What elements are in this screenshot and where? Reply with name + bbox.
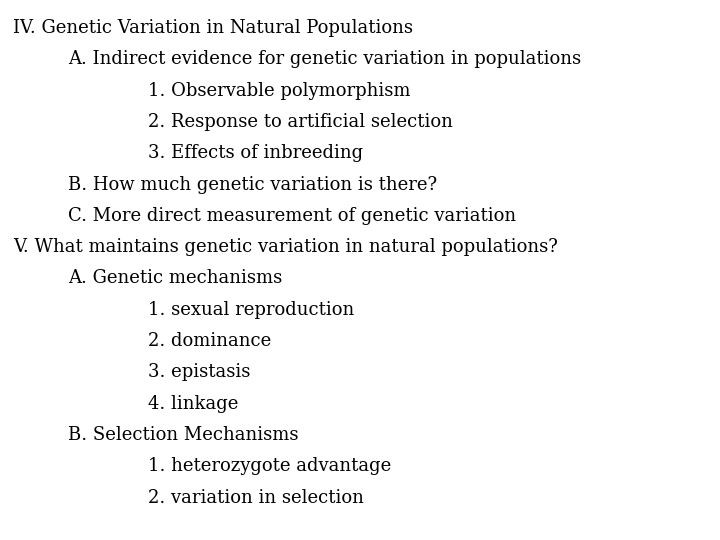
Text: A. Genetic mechanisms: A. Genetic mechanisms: [68, 269, 283, 287]
Text: IV. Genetic Variation in Natural Populations: IV. Genetic Variation in Natural Populat…: [13, 19, 413, 37]
Text: V. What maintains genetic variation in natural populations?: V. What maintains genetic variation in n…: [13, 238, 558, 256]
Text: B. Selection Mechanisms: B. Selection Mechanisms: [68, 426, 299, 444]
Text: 3. epistasis: 3. epistasis: [148, 363, 250, 381]
Text: 1. heterozygote advantage: 1. heterozygote advantage: [148, 457, 391, 475]
Text: 2. Response to artificial selection: 2. Response to artificial selection: [148, 113, 452, 131]
Text: C. More direct measurement of genetic variation: C. More direct measurement of genetic va…: [68, 207, 516, 225]
Text: 2. dominance: 2. dominance: [148, 332, 271, 350]
Text: 1. Observable polymorphism: 1. Observable polymorphism: [148, 82, 410, 99]
Text: 1. sexual reproduction: 1. sexual reproduction: [148, 301, 354, 319]
Text: 2. variation in selection: 2. variation in selection: [148, 489, 364, 507]
Text: B. How much genetic variation is there?: B. How much genetic variation is there?: [68, 176, 438, 193]
Text: 3. Effects of inbreeding: 3. Effects of inbreeding: [148, 144, 363, 162]
Text: A. Indirect evidence for genetic variation in populations: A. Indirect evidence for genetic variati…: [68, 50, 582, 68]
Text: 4. linkage: 4. linkage: [148, 395, 238, 413]
